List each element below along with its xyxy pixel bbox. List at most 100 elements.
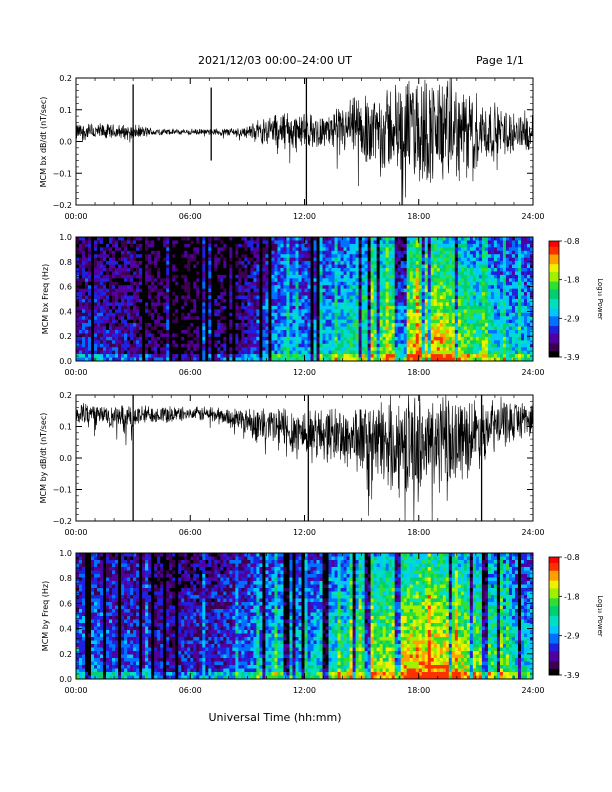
spectrogram-cell	[184, 268, 188, 272]
spectrogram-cell	[244, 305, 248, 310]
spectrogram-cell	[154, 268, 158, 272]
spectrogram-cell	[292, 316, 296, 320]
spectrogram-cell	[211, 281, 215, 286]
spectrogram-cell	[289, 305, 293, 310]
spectrogram-cell	[481, 243, 486, 248]
spectrogram-cell	[175, 309, 179, 314]
spectrogram-cell	[199, 305, 203, 310]
spectrogram-cell	[460, 274, 465, 279]
spectrogram-cell	[226, 268, 230, 272]
spectrogram-cell	[220, 309, 224, 314]
spectrogram-cell	[445, 333, 450, 338]
spectrogram-cell	[97, 340, 101, 345]
spectrogram-cell	[259, 343, 263, 348]
spectrogram-cell	[133, 336, 137, 341]
spectrogram-cell	[229, 243, 233, 248]
spectrogram-cell	[454, 316, 459, 320]
spectrogram-cell	[226, 288, 230, 293]
spectrogram-cell	[196, 323, 200, 327]
spectrogram-cell	[88, 261, 92, 265]
spectrogram-cell	[259, 357, 263, 362]
spectrogram-cell	[457, 354, 462, 358]
spectrogram-cell	[478, 347, 483, 351]
spectrogram-cell	[160, 288, 164, 293]
spectrogram-cell	[343, 302, 347, 307]
spectrogram-cell	[118, 319, 122, 324]
spectrogram-cell	[400, 254, 405, 258]
spectrogram-cell	[331, 347, 335, 351]
spectrogram-cell	[148, 323, 152, 327]
spectrogram-cell	[220, 347, 224, 351]
spectrogram-cell	[349, 350, 353, 355]
spectrogram-cell	[454, 302, 459, 307]
spectrogram-cell	[115, 250, 119, 255]
spectrogram-cell	[100, 326, 104, 331]
spectrogram-cell	[88, 257, 92, 262]
spectrogram-cell	[295, 347, 299, 351]
spectrogram-cell	[415, 271, 420, 276]
spectrogram-cell	[100, 357, 104, 362]
spectrogram-cell	[466, 274, 471, 279]
spectrogram-cell	[109, 268, 113, 272]
spectrogram-cell	[127, 257, 131, 262]
spectrogram-cell	[112, 257, 116, 262]
spectrogram-cell	[169, 354, 173, 358]
spectrogram-cell	[232, 343, 236, 348]
spectrogram-cell	[436, 243, 441, 248]
spectrogram-cell	[376, 299, 380, 303]
spectrogram-cell	[124, 333, 128, 338]
spectrogram-cell	[382, 312, 386, 317]
spectrogram-cell	[304, 271, 308, 276]
spectrogram-cell	[265, 336, 269, 341]
spectrogram-cell	[331, 243, 335, 248]
spectrogram-cell	[427, 302, 432, 307]
spectrogram-cell	[142, 312, 146, 317]
spectrogram-cell	[415, 350, 420, 355]
spectrogram-cell	[409, 302, 414, 307]
spectrogram-cell	[187, 274, 191, 279]
spectrogram-cell	[154, 350, 158, 355]
spectrogram-cell	[139, 336, 143, 341]
spectrogram-cell	[472, 316, 477, 320]
spectrogram-cell	[118, 330, 122, 334]
spectrogram-cell	[250, 319, 254, 324]
spectrogram-cell	[259, 309, 263, 314]
spectrogram-cell	[430, 264, 435, 269]
spectrogram-cell	[370, 281, 374, 286]
x-tick-label: 12:00	[293, 212, 316, 221]
spectrogram-cell	[196, 336, 200, 341]
spectrogram-cell	[151, 312, 155, 317]
spectrogram-cell	[193, 354, 197, 358]
spectrogram-cell	[337, 312, 341, 317]
spectrogram-cell	[358, 254, 362, 258]
spectrogram-cell	[424, 333, 429, 338]
spectrogram-cell	[391, 292, 395, 296]
spectrogram-cell	[244, 261, 248, 265]
spectrogram-cell	[100, 323, 104, 327]
spectrogram-cell	[310, 326, 314, 331]
spectrogram-cell	[220, 295, 224, 300]
spectrogram-cell	[325, 299, 329, 303]
spectrogram-cell	[394, 340, 399, 345]
spectrogram-cell	[313, 285, 317, 289]
spectrogram-cell	[145, 288, 149, 293]
spectrogram-cell	[232, 330, 236, 334]
spectrogram-cell	[397, 261, 402, 265]
spectrogram-cell	[250, 309, 254, 314]
spectrogram-cell	[376, 312, 380, 317]
spectrogram-cell	[403, 312, 408, 317]
spectrogram-cell	[250, 237, 254, 241]
spectrogram-cell	[241, 278, 245, 283]
spectrogram-cell	[265, 237, 269, 241]
spectrogram-cell	[169, 299, 173, 303]
spectrogram-cell	[457, 305, 462, 310]
spectrogram-cell	[271, 343, 275, 348]
spectrogram-cell	[133, 261, 137, 265]
spectrogram-cell	[85, 281, 89, 286]
spectrogram-cell	[265, 271, 269, 276]
spectrogram-cell	[85, 243, 89, 248]
spectrogram-cell	[295, 302, 299, 307]
spectrogram-cell	[382, 299, 386, 303]
spectrogram-cell	[133, 309, 137, 314]
spectrogram-cell	[451, 299, 456, 303]
